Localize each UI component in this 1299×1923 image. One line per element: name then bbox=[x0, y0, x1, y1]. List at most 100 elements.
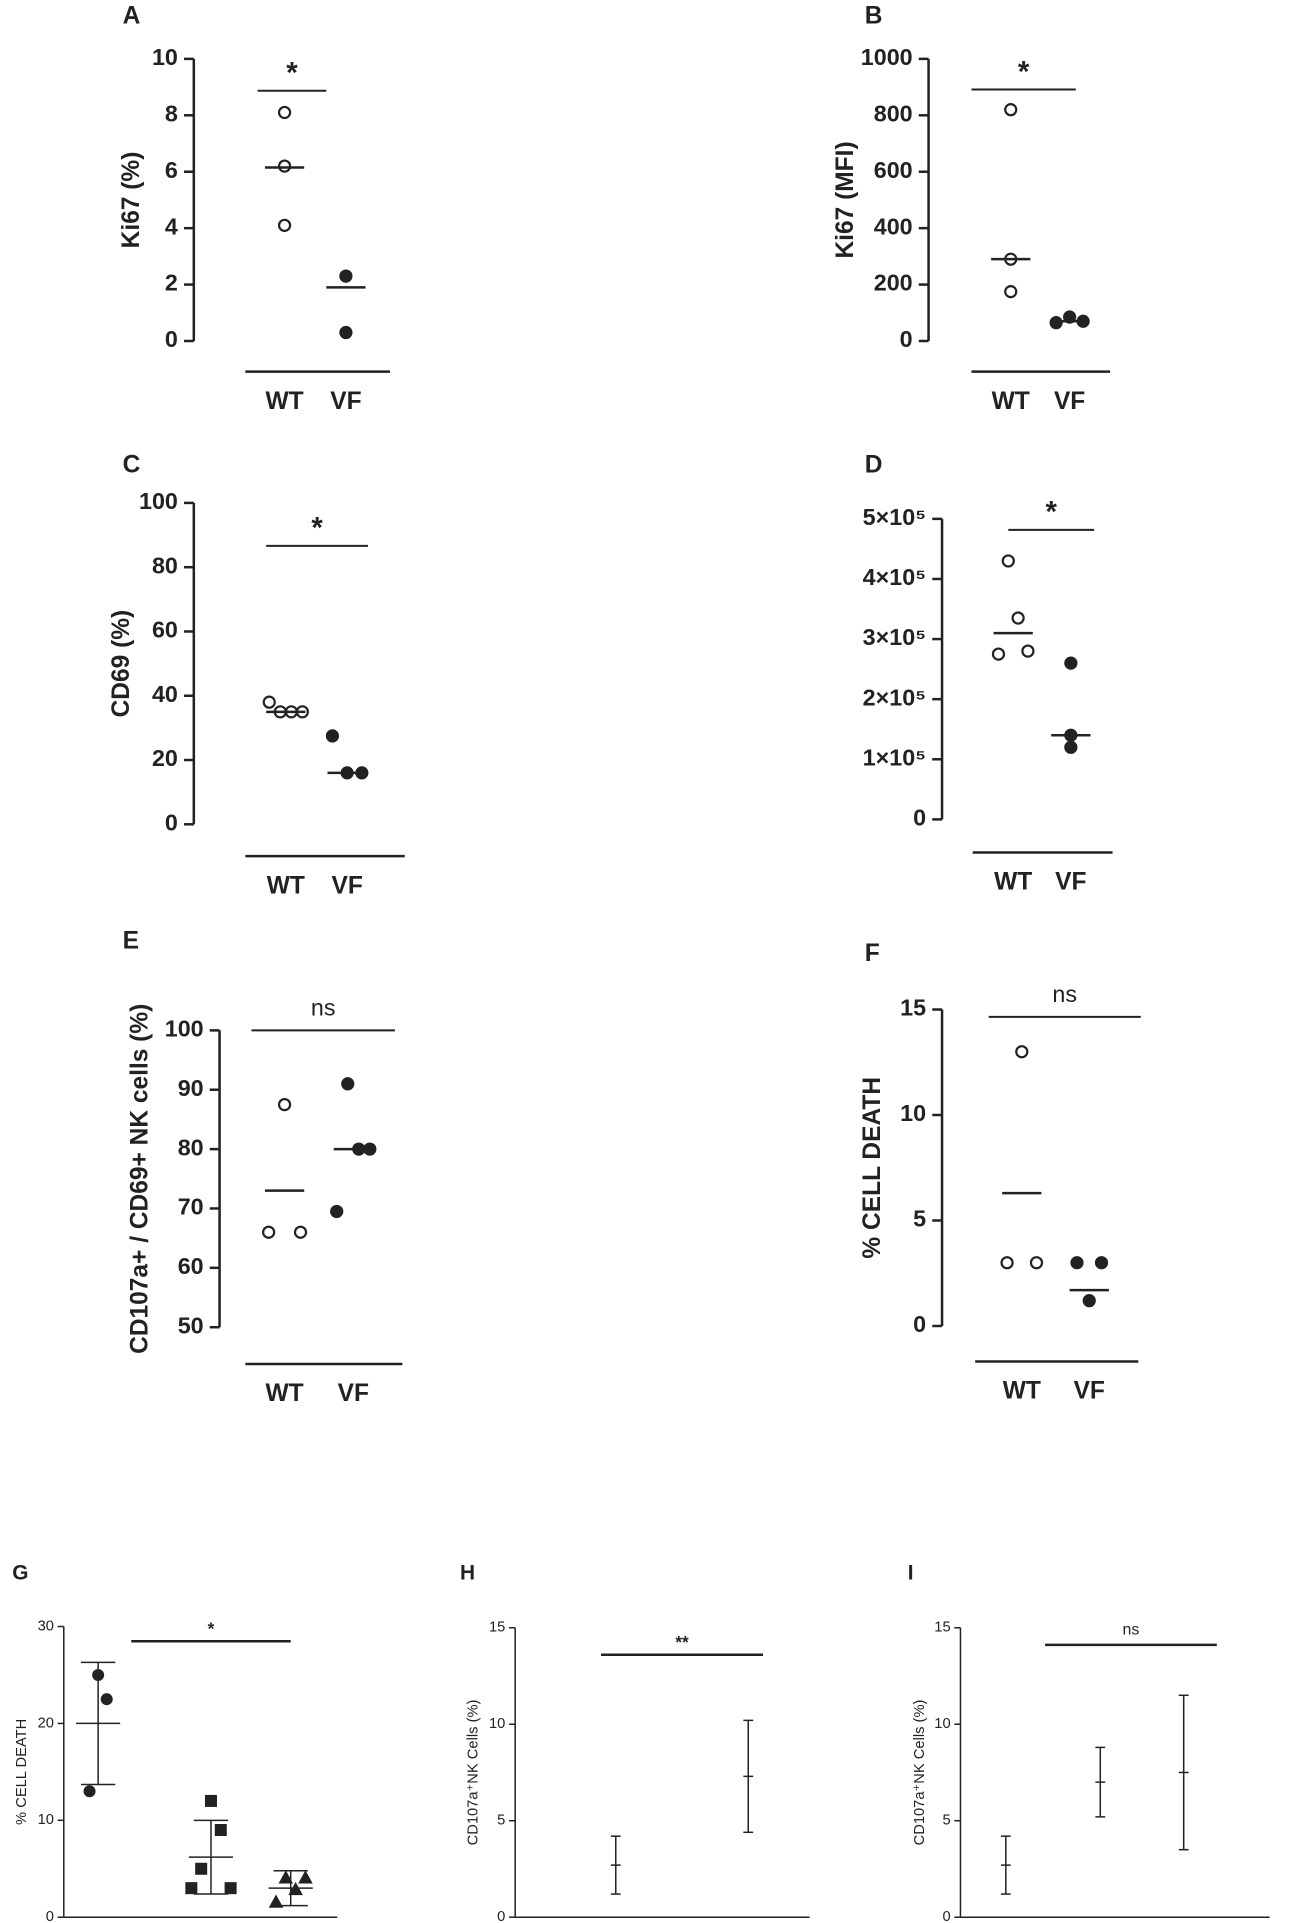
significance-label: * bbox=[286, 57, 298, 90]
significance-label: ns bbox=[1123, 1621, 1140, 1638]
x-tick-label: WT bbox=[992, 388, 1030, 415]
y-tick-label: 60 bbox=[152, 617, 178, 643]
y-tick-label: 15 bbox=[934, 1620, 950, 1636]
y-tick-label: 400 bbox=[874, 213, 913, 239]
y-tick-label: 1000 bbox=[861, 44, 913, 70]
y-tick-label: 0 bbox=[913, 805, 926, 831]
y-tick-label: 80 bbox=[152, 552, 178, 578]
point bbox=[1064, 740, 1078, 754]
panel-letter: I bbox=[908, 1561, 914, 1584]
y-tick-label: 600 bbox=[874, 157, 913, 183]
point bbox=[214, 1824, 227, 1837]
y-tick-label: 5 bbox=[942, 1813, 950, 1829]
point bbox=[185, 1882, 198, 1895]
point bbox=[1082, 1294, 1096, 1308]
y-tick-label: 0 bbox=[497, 1909, 505, 1923]
y-tick-label: 90 bbox=[178, 1075, 204, 1101]
point bbox=[330, 1204, 344, 1219]
y-tick-label: 0 bbox=[165, 326, 178, 352]
point bbox=[262, 1225, 276, 1239]
panel-letter: B bbox=[865, 3, 883, 30]
y-tick-label: 0 bbox=[913, 1311, 926, 1337]
point bbox=[339, 325, 353, 340]
significance-label: ** bbox=[675, 1632, 689, 1652]
y-tick-label: 70 bbox=[178, 1194, 204, 1220]
point bbox=[1064, 656, 1078, 670]
y-tick-label: 80 bbox=[178, 1134, 204, 1160]
x-tick-label: WT bbox=[266, 388, 304, 415]
point bbox=[298, 1870, 313, 1884]
point bbox=[224, 1882, 237, 1895]
point bbox=[1021, 644, 1035, 658]
significance-label: ns bbox=[1052, 981, 1077, 1007]
y-tick-label: 5 bbox=[497, 1813, 505, 1829]
y-tick-label: 40 bbox=[152, 681, 178, 707]
y-tick-label: 100 bbox=[139, 488, 178, 514]
y-tick-label: 5 bbox=[913, 1206, 926, 1232]
y-tick-label: 100 bbox=[165, 1016, 204, 1042]
point bbox=[1070, 1256, 1084, 1270]
y-tick-label: 1×10⁵ bbox=[863, 744, 926, 770]
point bbox=[293, 1225, 308, 1239]
y-tick-label: 5×10⁵ bbox=[863, 504, 926, 530]
y-tick-label: 0 bbox=[900, 326, 913, 352]
significance-label: * bbox=[1045, 496, 1057, 529]
y-axis-label: CD107a⁺NK Cells (%) bbox=[912, 1700, 928, 1846]
y-tick-label: 2 bbox=[165, 270, 178, 296]
panel-letter: C bbox=[123, 452, 141, 479]
point bbox=[277, 218, 292, 232]
y-tick-label: 60 bbox=[178, 1253, 204, 1279]
panel-letter: H bbox=[460, 1561, 475, 1584]
panel-letter: A bbox=[123, 3, 141, 30]
point bbox=[1063, 310, 1077, 324]
significance-label: * bbox=[311, 512, 323, 545]
y-tick-label: 2×10⁵ bbox=[863, 684, 926, 710]
y-tick-label: 50 bbox=[178, 1312, 204, 1338]
x-tick-label: VF bbox=[330, 388, 361, 415]
y-tick-label: 3×10⁵ bbox=[863, 624, 926, 650]
panel-letter: D bbox=[865, 452, 883, 479]
y-tick-label: 15 bbox=[489, 1620, 505, 1636]
point bbox=[325, 729, 340, 743]
point bbox=[1001, 554, 1015, 568]
y-tick-label: 4 bbox=[165, 213, 178, 239]
y-tick-label: 10 bbox=[934, 1716, 950, 1732]
point bbox=[262, 695, 276, 709]
y-axis-label: Ki67 (MFI) bbox=[832, 141, 859, 258]
x-tick-label: WT bbox=[1003, 1378, 1041, 1405]
y-axis-label: % CELL DEATH bbox=[859, 1077, 886, 1259]
point bbox=[277, 1097, 292, 1112]
y-tick-label: 4×10⁵ bbox=[863, 564, 926, 590]
point bbox=[268, 1894, 284, 1908]
y-tick-label: 30 bbox=[38, 1618, 54, 1634]
y-tick-label: 10 bbox=[900, 1100, 926, 1126]
y-tick-label: 10 bbox=[38, 1812, 54, 1828]
point bbox=[83, 1785, 96, 1798]
x-tick-label: VF bbox=[1055, 869, 1086, 896]
point bbox=[195, 1862, 208, 1875]
x-tick-label: WT bbox=[266, 1380, 304, 1407]
y-tick-label: 0 bbox=[46, 1909, 54, 1923]
y-tick-label: 10 bbox=[489, 1716, 505, 1732]
point bbox=[1011, 611, 1025, 625]
y-tick-label: 20 bbox=[152, 745, 178, 771]
x-tick-label: VF bbox=[331, 872, 362, 899]
y-axis-label: Ki67 (%) bbox=[118, 152, 145, 249]
y-tick-label: 200 bbox=[874, 270, 913, 296]
y-axis-label: CD107a⁺NK Cells (%) bbox=[465, 1700, 481, 1846]
y-tick-label: 0 bbox=[942, 1909, 950, 1923]
x-tick-label: WT bbox=[994, 869, 1032, 896]
x-tick-label: VF bbox=[1074, 1378, 1105, 1405]
panel-letter: E bbox=[123, 928, 139, 955]
point bbox=[1015, 1045, 1029, 1059]
point bbox=[1029, 1256, 1044, 1270]
x-tick-label: VF bbox=[1054, 388, 1085, 415]
y-tick-label: 6 bbox=[165, 157, 178, 183]
point bbox=[991, 647, 1006, 661]
point bbox=[1004, 103, 1018, 117]
y-tick-label: 0 bbox=[165, 809, 178, 835]
y-axis-label: CD69 (%) bbox=[108, 610, 135, 718]
point bbox=[204, 1794, 217, 1807]
point bbox=[1049, 316, 1063, 330]
